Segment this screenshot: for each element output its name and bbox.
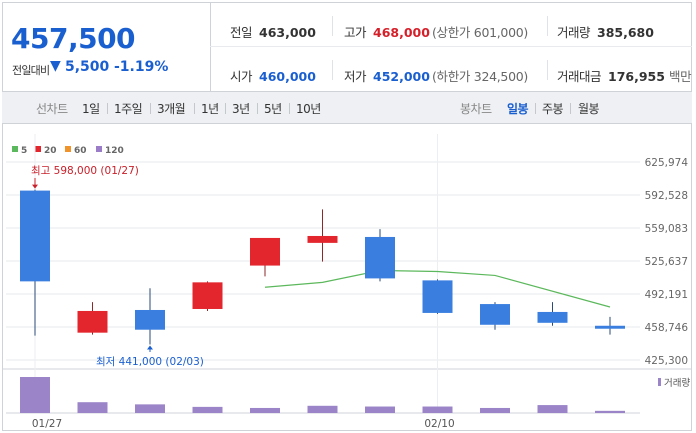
y-tick-label: 559,083 — [645, 223, 688, 235]
y-tick-label: 425,300 — [645, 355, 688, 367]
period-3m[interactable]: 3개월 — [157, 102, 186, 116]
candle-body — [135, 309, 165, 330]
high-arrowhead-icon — [32, 184, 38, 189]
y-tick-label: 525,637 — [645, 256, 688, 268]
volume-bar — [365, 406, 395, 413]
period-3y[interactable]: 3년 — [232, 102, 250, 116]
low-arrowhead-icon — [147, 345, 153, 350]
volume-legend-label: 거래량 — [664, 377, 690, 389]
annotations: 최고 598,000 (01/27) 최저 441,000 (02/03) — [31, 165, 204, 368]
prev-close: 전일 463,000 — [230, 25, 316, 40]
low-annotation: 최저 441,000 (02/03) — [96, 356, 204, 368]
volume-bars: 거래량 — [20, 377, 690, 413]
open-price: 시가 460,000 — [230, 69, 316, 84]
volume-bar — [135, 404, 165, 413]
change-rate: -1.19% — [114, 59, 169, 75]
y-tick-label: 458,746 — [645, 322, 689, 334]
period-5y[interactable]: 5년 — [264, 102, 282, 116]
period-10y[interactable]: 10년 — [296, 102, 321, 116]
moving-average-lines — [264, 269, 611, 308]
trade-amount: 거래대금 176,955 백만 — [557, 69, 692, 84]
y-tick-label: 592,528 — [645, 190, 688, 202]
legend-ma5: 5 — [12, 146, 27, 156]
volume-bar — [537, 405, 568, 413]
period-bar: 선차트 1일 1주일 3개월 1년 3년 5년 10년 봉차트 일봉 주봉 월봉 — [2, 92, 692, 124]
quote-panel: 457,500 전일대비 ▼ 5,500 -1.19% 전일 463,000 고가… — [2, 2, 692, 92]
volume-bar — [422, 406, 453, 413]
legend-ma120: 120 — [96, 146, 124, 156]
candles — [20, 189, 625, 345]
candle-body — [192, 282, 223, 309]
low-price: 저가 452,000 (하한가 324,500) — [344, 69, 528, 84]
y-tick-label: 492,191 — [645, 289, 688, 301]
candle-weekly[interactable]: 주봉 — [542, 102, 564, 116]
period-1y[interactable]: 1년 — [201, 102, 219, 116]
candle-body — [77, 310, 108, 333]
price-box: 457,500 전일대비 ▼ 5,500 -1.19% — [2, 2, 211, 91]
volume-bar — [595, 410, 625, 413]
x-tick-label: 01/27 — [32, 418, 62, 430]
volume-bar — [20, 377, 50, 413]
candle-body — [422, 280, 453, 313]
legend-ma60: 60 — [65, 146, 87, 156]
x-tick-label: 02/10 — [424, 418, 454, 430]
candle-body — [480, 304, 510, 325]
line-chart-label: 선차트 — [36, 102, 68, 116]
candle-body — [307, 235, 338, 243]
volume-legend-swatch — [658, 378, 661, 386]
candle-monthly[interactable]: 월봉 — [578, 102, 600, 116]
y-tick-label: 625,974 — [645, 157, 689, 169]
current-price: 457,500 — [11, 22, 136, 55]
candle-daily[interactable]: 일봉 — [507, 102, 529, 116]
candle-body — [365, 236, 395, 279]
ma5-line — [264, 269, 611, 308]
candle-body — [20, 190, 50, 282]
volume: 거래량 385,680 — [557, 25, 654, 40]
x-axis-labels: 01/27 02/10 — [32, 418, 455, 430]
volume-bar — [192, 406, 223, 413]
down-arrow-icon: ▼ — [50, 58, 61, 74]
volume-bar — [250, 407, 280, 413]
period-1w[interactable]: 1주일 — [114, 102, 143, 116]
volume-bar — [480, 407, 510, 413]
change-label: 전일대비 — [12, 64, 50, 77]
change-value: 5,500 — [65, 59, 110, 75]
candle-body — [250, 237, 280, 266]
high-price: 고가 468,000 (상한가 601,000) — [344, 25, 528, 40]
volume-bar — [77, 402, 108, 413]
legend-ma20: 20 — [35, 146, 57, 156]
high-annotation: 최고 598,000 (01/27) — [31, 165, 139, 177]
period-1d[interactable]: 1일 — [82, 102, 100, 116]
volume-bar — [307, 405, 338, 413]
candle-body — [537, 311, 568, 323]
y-axis-labels: 625,974 592,528 559,083 525,637 492,191 458,7… — [645, 157, 689, 367]
candle-chart-label: 봉차트 — [460, 102, 492, 116]
candle-body — [595, 325, 625, 329]
